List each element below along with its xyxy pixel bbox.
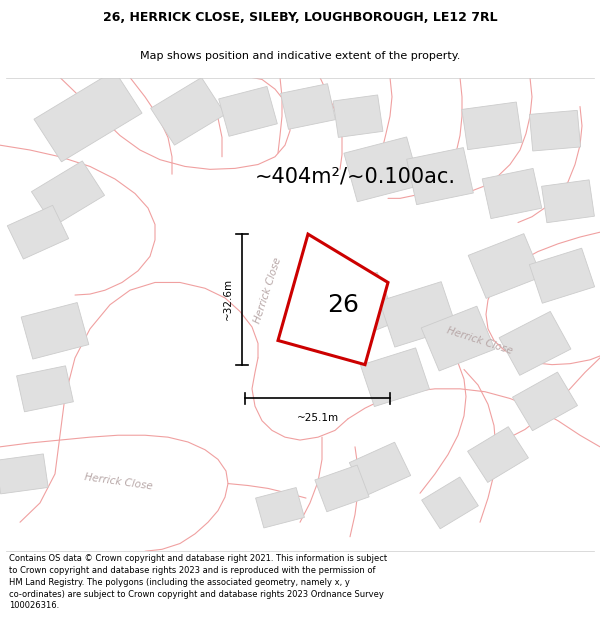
Polygon shape [151, 78, 226, 145]
Polygon shape [21, 302, 89, 359]
Polygon shape [499, 311, 571, 376]
Polygon shape [281, 84, 335, 129]
Text: 26: 26 [327, 293, 359, 318]
Text: Contains OS data © Crown copyright and database right 2021. This information is : Contains OS data © Crown copyright and d… [9, 554, 387, 611]
Polygon shape [344, 137, 420, 202]
Polygon shape [0, 454, 48, 494]
Polygon shape [421, 306, 495, 371]
Text: Herrick Close: Herrick Close [253, 256, 283, 324]
Polygon shape [542, 180, 595, 222]
Polygon shape [333, 95, 383, 138]
Polygon shape [7, 206, 68, 259]
Polygon shape [349, 442, 410, 496]
Polygon shape [512, 372, 578, 431]
Polygon shape [256, 488, 304, 528]
Polygon shape [278, 234, 388, 364]
Polygon shape [31, 161, 104, 226]
Polygon shape [407, 148, 473, 204]
Polygon shape [529, 248, 595, 303]
Polygon shape [379, 282, 457, 347]
Polygon shape [218, 86, 277, 136]
Text: Herrick Close: Herrick Close [83, 472, 153, 491]
Text: ~404m²/~0.100ac.: ~404m²/~0.100ac. [255, 166, 456, 186]
Polygon shape [422, 477, 478, 529]
Polygon shape [315, 465, 369, 512]
Text: Map shows position and indicative extent of the property.: Map shows position and indicative extent… [140, 51, 460, 61]
Polygon shape [482, 168, 542, 219]
Polygon shape [17, 366, 73, 412]
Polygon shape [468, 234, 542, 298]
Text: ~32.6m: ~32.6m [223, 278, 233, 321]
Polygon shape [34, 71, 142, 162]
Polygon shape [462, 102, 522, 149]
Polygon shape [467, 427, 529, 483]
Text: ~25.1m: ~25.1m [296, 413, 338, 423]
Polygon shape [361, 348, 430, 407]
Polygon shape [312, 272, 398, 347]
Text: 26, HERRICK CLOSE, SILEBY, LOUGHBOROUGH, LE12 7RL: 26, HERRICK CLOSE, SILEBY, LOUGHBOROUGH,… [103, 11, 497, 24]
Text: Herrick Close: Herrick Close [446, 325, 514, 356]
Polygon shape [529, 111, 581, 151]
